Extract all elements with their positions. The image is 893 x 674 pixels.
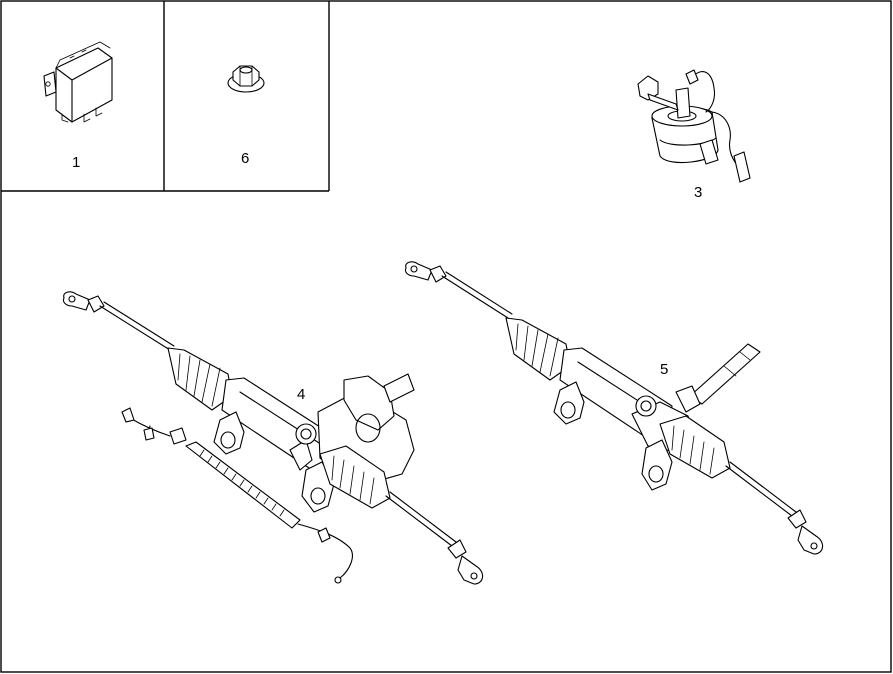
flange-nut-part[interactable]: [227, 65, 265, 93]
callout-3: 3: [694, 184, 702, 201]
callout-labels: 1 6 3 4 5: [72, 150, 702, 403]
steering-rack-assembly-left[interactable]: [62, 291, 484, 585]
control-module-part[interactable]: [43, 41, 113, 123]
threaded-rod-with-harness[interactable]: [121, 407, 353, 584]
callout-1: 1: [72, 154, 80, 171]
callout-6: 6: [241, 150, 249, 167]
steering-rack-assembly-right[interactable]: [404, 261, 824, 555]
steering-motor-part[interactable]: [637, 69, 751, 183]
callout-5: 5: [660, 361, 668, 378]
callout-4: 4: [297, 386, 305, 403]
